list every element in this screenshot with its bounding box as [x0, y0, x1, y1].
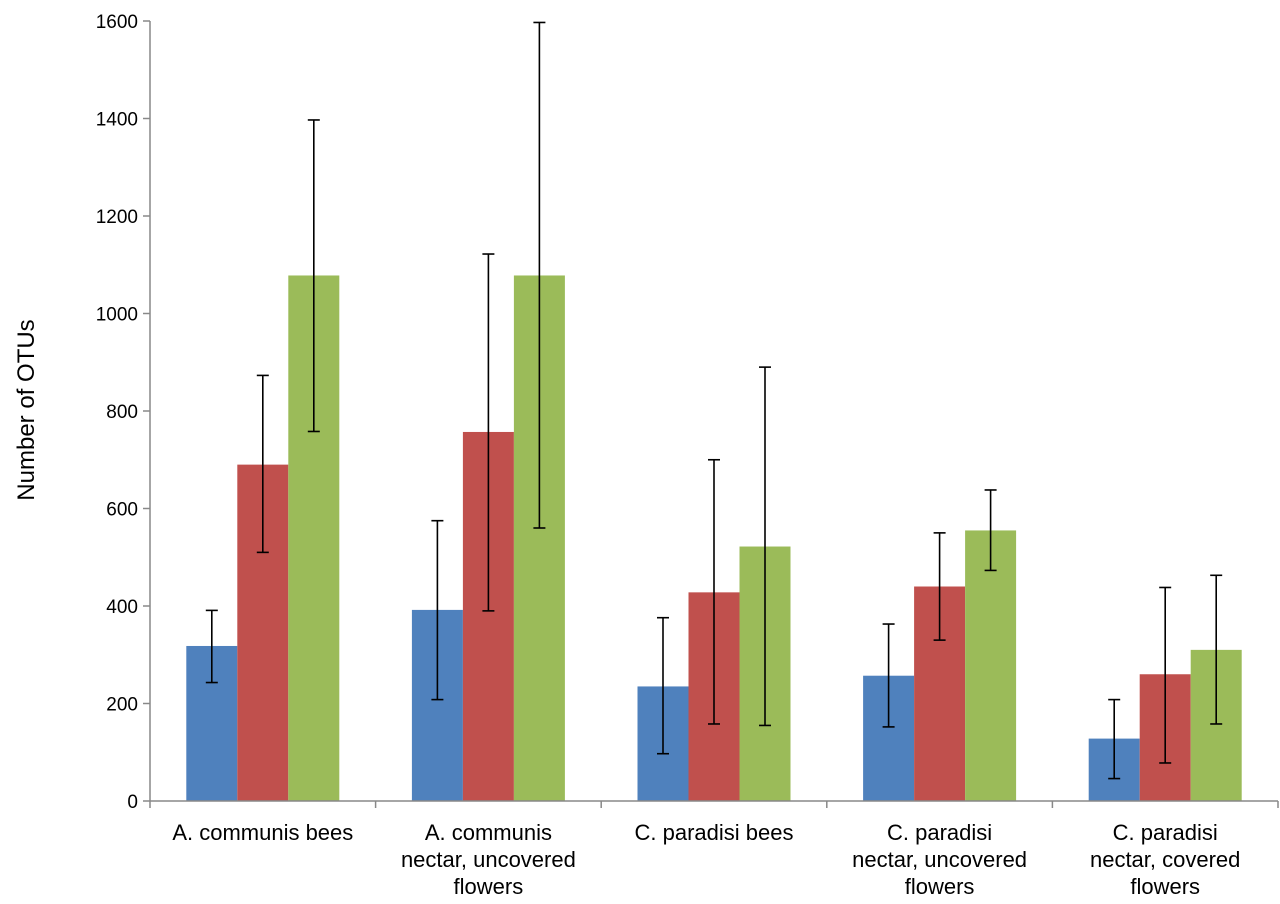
y-ticks-layer: 0 200 400 600 800 1000 1200 1400 1600 — [96, 12, 1279, 813]
error-bars-layer — [205, 21, 1223, 780]
y-tick-label: 1600 — [96, 12, 138, 33]
x-category-label-line: flowers — [454, 874, 524, 899]
x-category-label-line: C. paradisi bees — [635, 820, 794, 845]
y-tick-label: 1200 — [96, 207, 138, 228]
y-tick-label: 0 — [127, 792, 138, 813]
x-category-label: A. communis bees — [172, 820, 353, 845]
x-category-label: C. paradisi bees — [635, 820, 794, 845]
y-tick-label: 1000 — [96, 305, 138, 326]
y-tick-label: 400 — [106, 597, 138, 618]
bars-layer — [186, 275, 1242, 802]
x-category-label-line: flowers — [905, 874, 975, 899]
x-category-label: C. paradisi nectar, uncovered flowers — [852, 820, 1027, 899]
x-category-label-line: C. paradisi — [1113, 820, 1218, 845]
x-category-label: A. communis nectar, uncovered flowers — [401, 820, 576, 899]
y-tick-label: 800 — [106, 402, 138, 423]
y-tick-label: 1400 — [96, 110, 138, 131]
x-category-label-line: nectar, uncovered — [852, 847, 1027, 872]
x-category-label-line: C. paradisi — [887, 820, 992, 845]
y-tick-label: 600 — [106, 500, 138, 521]
y-tick-label: 200 — [106, 695, 138, 716]
x-category-label-line: A. communis bees — [172, 820, 353, 845]
x-category-label-line: flowers — [1130, 874, 1200, 899]
bar — [965, 530, 1017, 801]
y-axis-title: Number of OTUs — [13, 319, 40, 500]
x-category-label-line: nectar, covered — [1090, 847, 1240, 872]
x-labels-layer: A. communis bees A. communis nectar, uncov… — [172, 820, 1240, 899]
x-category-label: C. paradisi nectar, covered flowers — [1090, 820, 1240, 899]
x-category-label-line: nectar, uncovered — [401, 847, 576, 872]
x-category-label-line: A. communis — [425, 820, 552, 845]
